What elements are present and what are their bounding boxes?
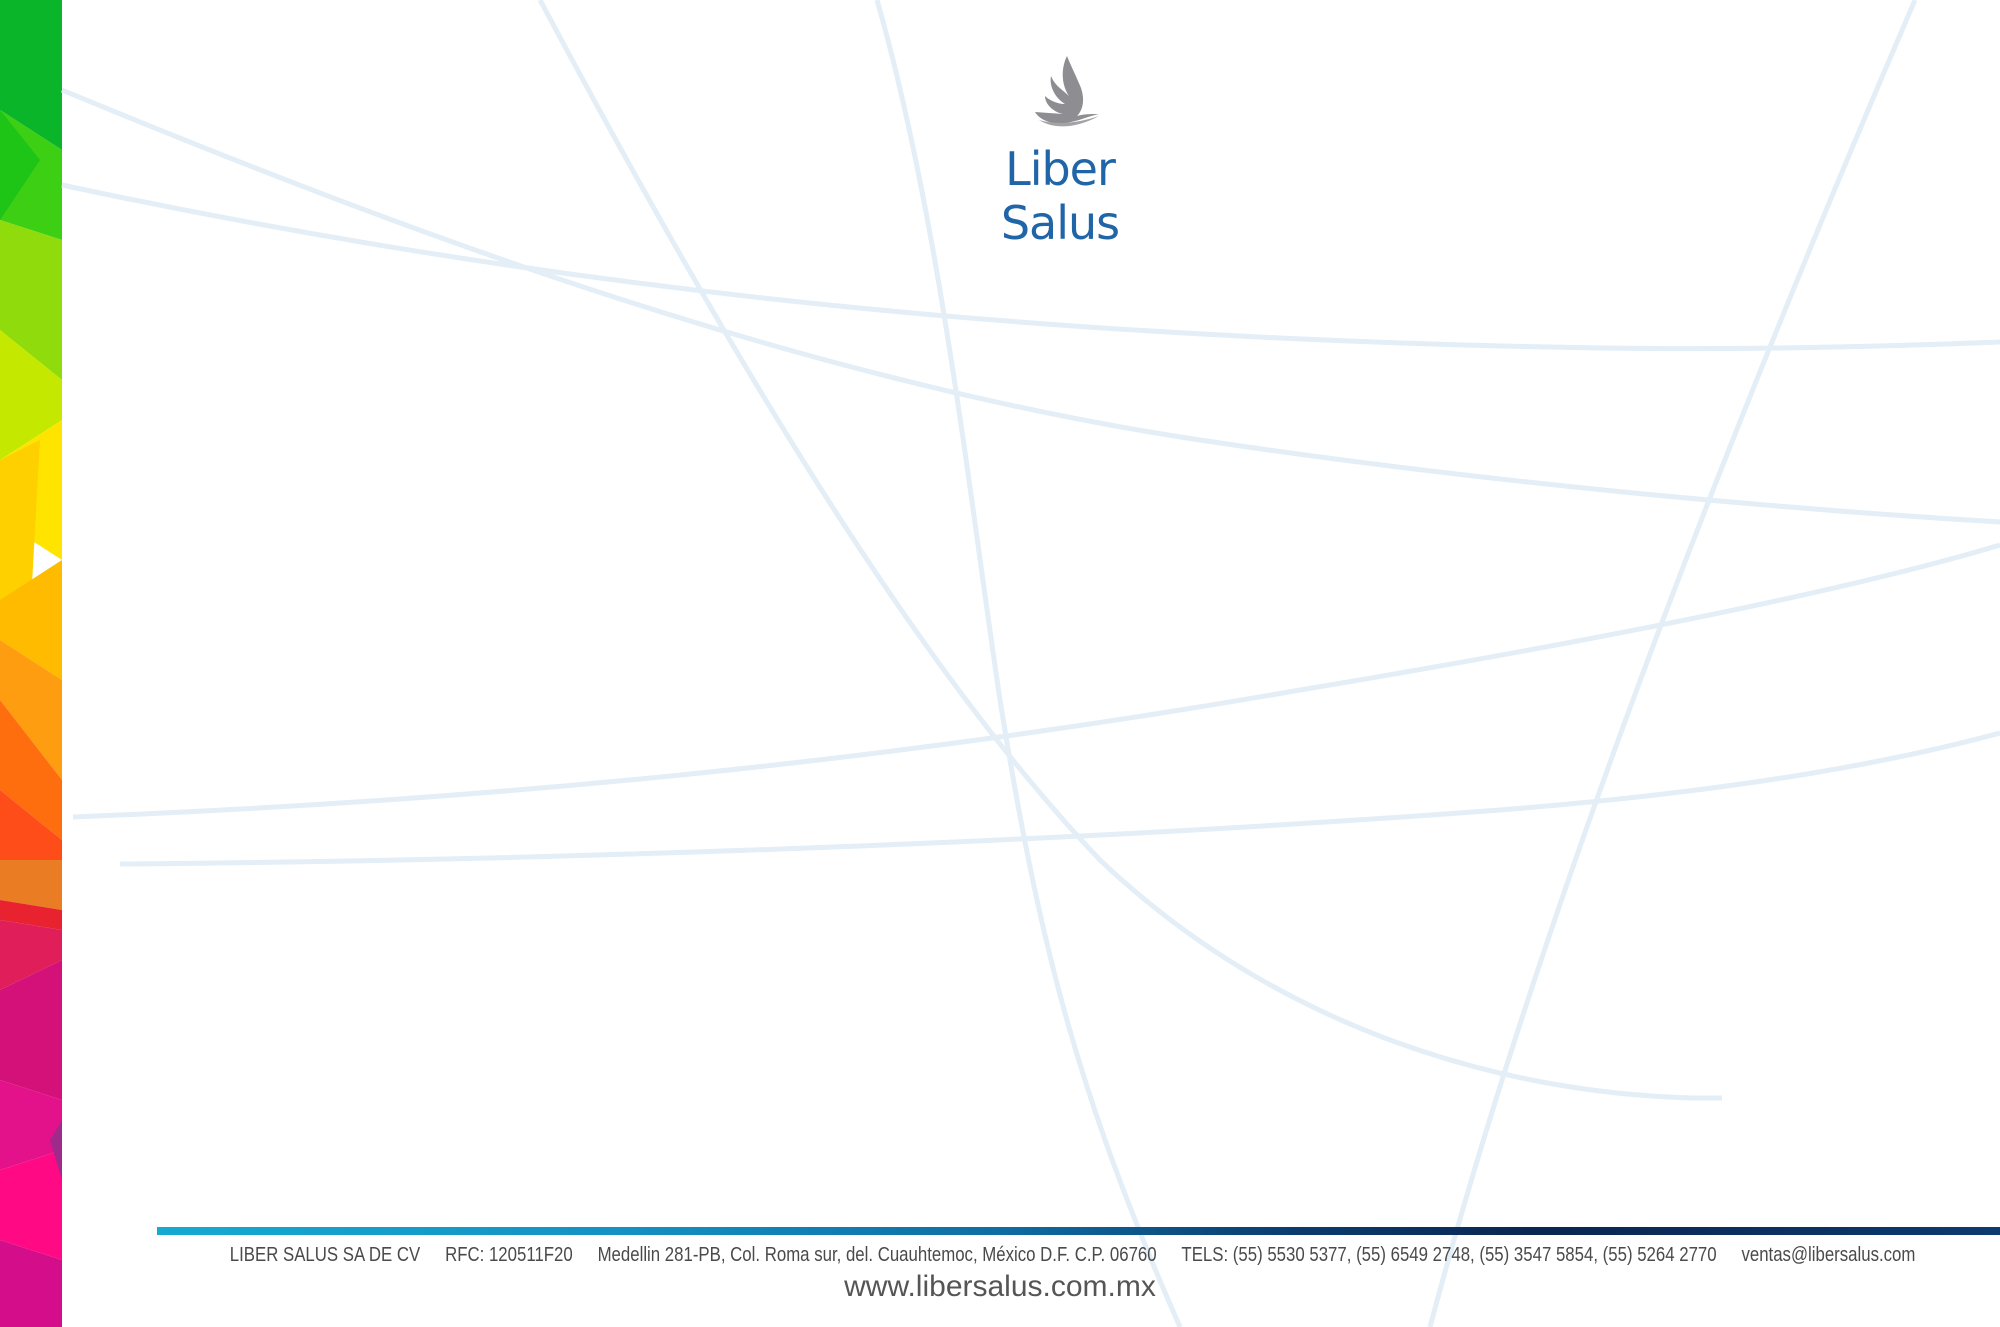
footer-address: Medellin 281-PB, Col. Roma sur, del. Cua…	[597, 1244, 1157, 1266]
footer-phones: TELS: (55) 5530 5377, (55) 6549 2748, (5…	[1181, 1244, 1717, 1266]
footer-contact-info: LIBER SALUS SA DE CV RFC: 120511F20 Mede…	[157, 1244, 1988, 1274]
footer-rfc: RFC: 120511F20	[445, 1244, 573, 1266]
brand-logo: Liber Salus	[940, 52, 1180, 250]
color-stripe	[0, 0, 62, 1327]
footer-company: LIBER SALUS SA DE CV	[229, 1244, 421, 1266]
footer-rule	[157, 1227, 2000, 1235]
brand-name: Liber Salus	[1000, 142, 1120, 250]
footer-website[interactable]: www.libersalus.com.mx	[844, 1270, 1156, 1303]
footer-email[interactable]: ventas@libersalus.com	[1741, 1244, 1916, 1266]
bird-icon	[1035, 56, 1099, 127]
